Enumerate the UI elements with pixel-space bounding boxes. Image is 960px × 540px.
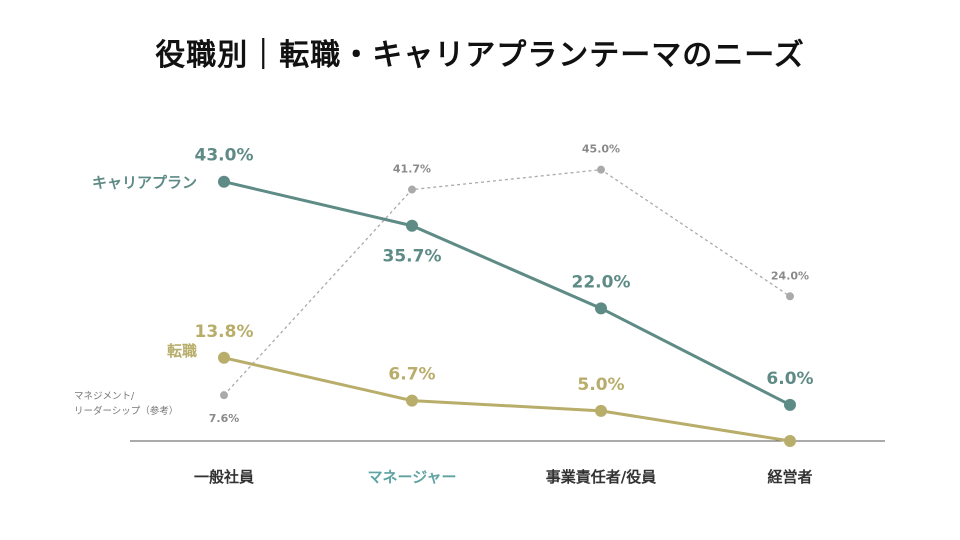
chart-title: 役職別｜転職・キャリアプランテーマのニーズ — [155, 38, 805, 73]
series-2-data-label-1: 41.7% — [393, 163, 431, 176]
series-1-data-label-1: 6.7% — [388, 365, 435, 385]
x-tick-label-0: 一般社員 — [194, 468, 254, 486]
series-2-data-label-3: 24.0% — [771, 269, 809, 282]
series-0-point-3 — [784, 398, 796, 411]
series-2-point-0 — [220, 391, 228, 400]
series-0-point-1 — [406, 219, 418, 232]
series-2-name-line-1: リーダーシップ（参考） — [74, 405, 178, 417]
series-0-point-0 — [218, 175, 230, 188]
series-0-point-2 — [595, 302, 607, 315]
series-1-point-0 — [218, 351, 230, 364]
series-2-point-3 — [786, 292, 794, 301]
series-1-point-2 — [595, 404, 607, 417]
series-2-line — [223, 168, 791, 396]
series-2-name-line-0: マネジメント/ — [74, 391, 135, 402]
series-0-line — [223, 180, 791, 407]
series-1-point-1 — [406, 394, 418, 407]
series-0-name: キャリアプラン — [92, 174, 197, 192]
x-tick-label-3: 経営者 — [767, 468, 812, 486]
series-1-data-label-0: 13.8% — [195, 322, 254, 342]
series-2-data-label-2: 45.0% — [582, 143, 620, 156]
series-2-point-1 — [408, 185, 416, 194]
series-2-point-2 — [597, 165, 605, 174]
series-0-data-label-3: 6.0% — [766, 369, 813, 389]
series-0-data-label-2: 22.0% — [572, 272, 631, 292]
series-0-data-label-0: 43.0% — [195, 146, 254, 166]
series-1-point-3 — [784, 435, 796, 447]
x-tick-label-2: 事業責任者/役員 — [546, 468, 656, 486]
series-2-data-label-0: 7.6% — [209, 412, 240, 425]
series-1-data-label-2: 5.0% — [577, 375, 624, 395]
x-tick-label-1: マネージャー — [368, 468, 457, 486]
series-1-line — [223, 356, 791, 443]
series-0-data-label-1: 35.7% — [383, 247, 442, 267]
series-1-name: 転職 — [167, 342, 197, 360]
